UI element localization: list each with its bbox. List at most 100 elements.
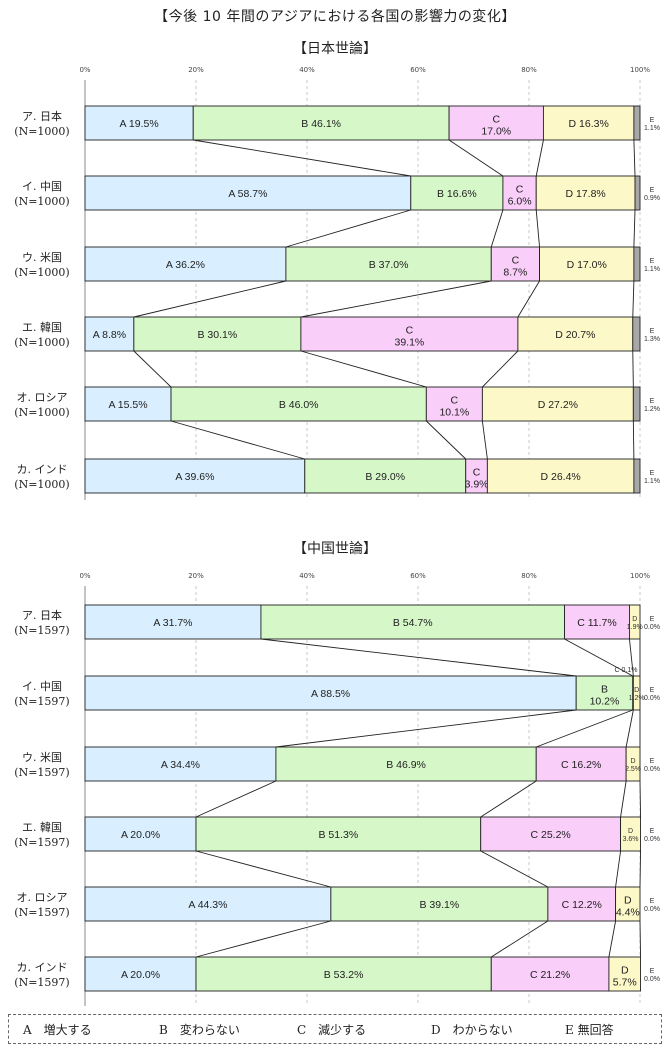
cn-data-label-a: A 44.3% (188, 899, 227, 911)
cn-data-label-e: E 0.0% (644, 898, 660, 913)
cn-data-label-c: C 0.1% (615, 667, 638, 674)
cn-category-n-label: (N=1597) (14, 976, 69, 989)
jp-bar-segment-d (481, 386, 634, 422)
jp-x-tick-label: 80% (521, 66, 537, 74)
jp-bar-segment-b (410, 175, 504, 211)
jp-bar-segment-e (632, 316, 641, 352)
jp-bar-segment-a (84, 386, 172, 422)
jp-connector-line (482, 350, 519, 388)
jp-category-label: カ. インド (17, 463, 68, 476)
jp-data-label-d: D 16.3% (569, 118, 609, 130)
jp-data-label-a: A 39.6% (175, 471, 214, 483)
jp-category-n-label: (N=1000) (14, 406, 69, 419)
jp-x-tick-label: 40% (299, 66, 315, 74)
cn-x-tick-label: 20% (188, 572, 204, 580)
cn-bar-segment-d (608, 956, 642, 992)
jp-bar-segment-b (304, 458, 467, 494)
cn-connector-line (260, 638, 577, 677)
cn-connector-line (195, 850, 331, 888)
jp-category-label: ア. 日本 (22, 109, 62, 123)
jp-category-label: エ. 韓国 (22, 321, 62, 334)
cn-connector-line (536, 709, 633, 748)
jp-data-label-d: D 26.4% (540, 471, 580, 483)
chart-title-china: 【中国世論】 (293, 541, 377, 557)
cn-bar-segment-a (84, 956, 197, 992)
jp-bar-segment-d (539, 246, 635, 282)
jp-data-label-e: E 1.3% (644, 328, 660, 343)
jp-data-label-a: A 15.5% (108, 399, 147, 411)
jp-bar-segment-c (448, 105, 544, 141)
jp-data-label-b: B 46.0% (279, 399, 319, 411)
cn-data-label-c: C 11.7% (577, 617, 617, 629)
cn-bar-segment-a (84, 675, 577, 711)
jp-data-label-b: B 37.0% (369, 259, 409, 271)
cn-bar-segment-c (564, 604, 630, 640)
cn-bar-segment-c (490, 956, 610, 992)
jp-connector-line (133, 280, 287, 318)
jp-bar-segment-c (425, 386, 483, 422)
cn-bar-segment-b (195, 816, 482, 852)
jp-connector-line (633, 209, 636, 248)
jp-bar-segment-e (633, 458, 641, 494)
cn-data-label-c: C 16.2% (561, 759, 601, 771)
jp-data-label-e: E 0.9% (644, 187, 660, 202)
jp-connector-line (193, 139, 411, 177)
cn-bar-segment-d (629, 604, 641, 640)
cn-data-label-b: B 46.9% (386, 759, 426, 771)
cn-connector-line (639, 780, 642, 818)
cn-connector-line (615, 850, 622, 888)
jp-bar-segment-e (632, 386, 641, 422)
cn-data-label-c: C 12.2% (562, 899, 602, 911)
cn-category-label: ウ. 米国 (22, 751, 62, 764)
cn-bar-segment-c (547, 886, 617, 922)
cn-connector-line (625, 709, 634, 748)
jp-data-label-c: C 10.1% (439, 394, 469, 418)
cn-data-label-b: B 39.1% (420, 899, 460, 911)
jp-connector-line (300, 280, 492, 318)
chart-title-japan: 【日本世論】 (293, 41, 377, 57)
cn-data-label-b: B 53.2% (324, 969, 364, 981)
jp-data-label-b: B 30.1% (198, 329, 238, 341)
cn-x-tick-label: 60% (410, 572, 426, 580)
jp-data-label-b: B 46.1% (301, 118, 341, 130)
jp-category-n-label: (N=1000) (14, 195, 69, 208)
cn-bar-segment-d (620, 816, 642, 852)
cn-connector-line (620, 780, 627, 818)
jp-category-n-label: (N=1000) (14, 478, 69, 491)
cn-category-label: オ. ロシア (17, 891, 68, 904)
jp-bar-segment-e (633, 105, 641, 141)
cn-category-n-label: (N=1597) (14, 624, 69, 637)
cn-data-label-c: C 21.2% (530, 969, 570, 981)
jp-connector-line (632, 420, 635, 460)
cn-data-label-e: E 0.0% (644, 687, 660, 702)
cn-data-label-d: D 5.7% (613, 964, 637, 988)
jp-bar-segment-e (634, 175, 641, 211)
jp-connector-line (133, 350, 172, 388)
cn-connector-line (639, 920, 642, 958)
jp-category-n-label: (N=1000) (14, 125, 69, 138)
jp-category-label: ウ. 米国 (22, 251, 62, 264)
cn-x-tick-label: 100% (630, 572, 650, 580)
legend-d: D わからない (431, 1023, 513, 1037)
cn-bar-segment-c (480, 816, 622, 852)
jp-data-label-e: E 1.2% (644, 398, 660, 413)
cn-category-label: イ. 中国 (22, 680, 62, 693)
cn-data-label-b: B 51.3% (319, 829, 359, 841)
jp-connector-line (632, 280, 635, 318)
jp-bar-segment-d (517, 316, 634, 352)
cn-bar-segment-d (632, 675, 641, 711)
jp-connector-line (481, 420, 488, 460)
cn-data-label-e: E 0.0% (644, 616, 660, 631)
cn-data-label-a: A 20.0% (121, 969, 160, 981)
cn-data-label-d: D 2.5% (625, 758, 641, 773)
cn-bar-segment-b (195, 956, 492, 992)
jp-data-label-d: D 17.8% (565, 188, 605, 200)
jp-connector-line (517, 280, 540, 318)
jp-x-tick-label: 100% (630, 66, 650, 74)
jp-data-label-a: A 8.8% (93, 329, 126, 341)
cn-connector-line (608, 920, 617, 958)
cn-bar-segment-a (84, 886, 332, 922)
cn-data-label-e: E 0.0% (644, 968, 660, 983)
jp-bar-segment-b (285, 246, 492, 282)
